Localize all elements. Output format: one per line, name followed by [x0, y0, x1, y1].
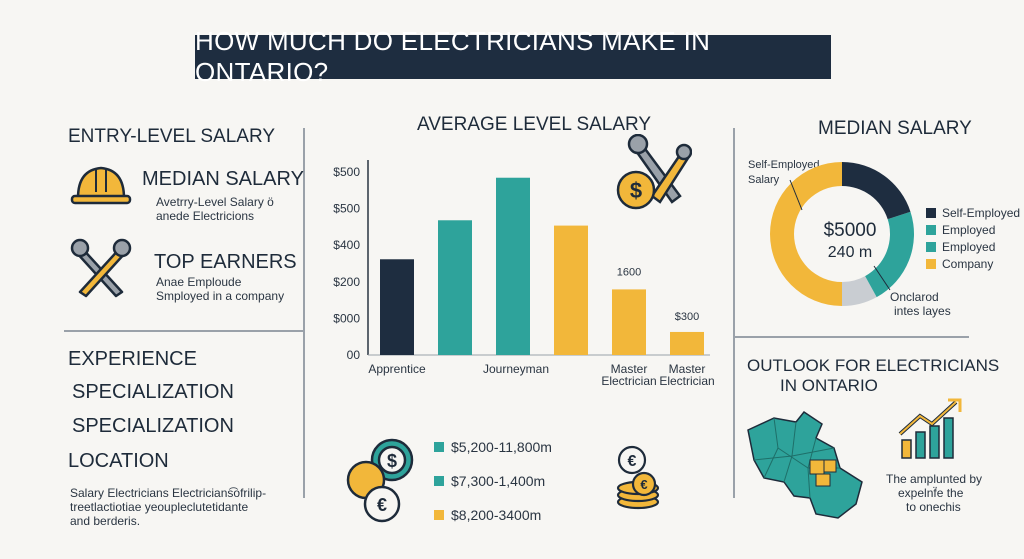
crossed-wrenches-icon	[70, 238, 132, 305]
outlook-caption-line-2: expelnf̈e the	[898, 486, 964, 500]
range-label-3: $8,200-3400m	[451, 507, 542, 523]
y-tick-label: $200	[333, 275, 360, 289]
euro-coin-stack-icon: € €	[612, 444, 668, 515]
median-donut-chart	[770, 162, 914, 306]
svg-text:€: €	[640, 477, 647, 492]
donut-segment-4	[770, 162, 842, 306]
outlook-caption-line-1: The amplunted by	[886, 472, 983, 486]
callout-line	[789, 179, 803, 211]
donut-legend: Self-Employed Employed Employed Company	[926, 206, 1020, 271]
donut-segment-3	[842, 276, 877, 306]
note-line	[873, 265, 891, 291]
bar-2	[438, 220, 472, 355]
dollar-wrench-icon: $	[606, 133, 693, 221]
svg-text:$: $	[387, 451, 397, 471]
range-swatch-3	[434, 510, 444, 520]
salary-range-2: $7,300-1,400m	[434, 470, 552, 492]
salary-range-3: $8,200-3400m	[434, 504, 552, 526]
footnote-line-2: treetlactiotiae yeoupleclutetidante	[70, 500, 249, 514]
donut-legend-3: Employed	[926, 240, 1020, 254]
median-desc-line-1: Avetrry-Level Salary ö	[156, 195, 274, 209]
donut-center: $5000 240 m	[803, 220, 897, 262]
chart-title: AVERAGE LEVEL SALARY	[417, 114, 652, 135]
divider-left-horizontal	[64, 330, 304, 332]
y-tick-label: $500	[333, 202, 360, 216]
salary-range-1: $5,200-11,800m	[434, 436, 552, 458]
growth-chart-icon	[898, 398, 964, 467]
donut-callout: Self-Employed Salary	[748, 159, 820, 186]
top-earners-desc-line-1: Anae Emploude	[156, 275, 242, 289]
x-category-label: Master Electrician	[601, 362, 656, 388]
donut-legend-2: Employed	[926, 223, 1020, 237]
outlook-heading-line-2: IN ONTARIO	[780, 376, 878, 395]
bar-6	[670, 331, 704, 355]
donut-legend-4: Company	[926, 257, 1020, 271]
legend-label-2: Employed	[942, 223, 996, 237]
x-category-label: Journeyman	[483, 362, 549, 376]
donut-center-sub: 240 m	[827, 244, 873, 261]
range-swatch-1	[434, 442, 444, 452]
donut-segment-2	[865, 211, 914, 298]
legend-label-1: Self-Employed	[942, 206, 1021, 220]
svg-text:€: €	[628, 453, 637, 470]
y-tick-label: $400	[333, 238, 360, 252]
legend-label-4: Company	[942, 257, 994, 271]
outlook-heading-line-1: OUTLOOK FOR ELECTRICIANS	[747, 356, 1000, 375]
median-donut-title: MEDIAN SALARY	[818, 118, 972, 139]
page-title: HOW MUCH DO ELECTRICIANS MAKE IN ONTARIO…	[195, 26, 831, 87]
legend-swatch-4	[926, 259, 936, 269]
divider-left	[303, 128, 305, 498]
donut-legend-1: Self-Employed	[926, 206, 1020, 220]
top-earners-heading: TOP EARNERS	[154, 251, 297, 273]
y-tick-label: $000	[333, 311, 360, 325]
range-swatch-2	[434, 476, 444, 486]
svg-text:$: $	[630, 178, 642, 203]
ontario-map-icon	[744, 408, 874, 528]
legend-swatch-3	[926, 242, 936, 252]
factor-specialization-2: SPECIALIZATION	[72, 415, 234, 437]
outlook-caption-line-3: to onechis	[906, 500, 961, 514]
average-salary-chart: $500 $500 $400 $200 $000 00 Apprentice Journeym…	[333, 160, 715, 388]
x-category-label: Master Electrician	[659, 362, 714, 388]
divider-right	[733, 128, 735, 498]
donut-segment-1	[842, 162, 911, 220]
salary-range-legend: $5,200-11,800m $7,300-1,400m $8,200-3400…	[434, 436, 552, 526]
donut-note-line-1: Onclarod	[890, 290, 939, 304]
bar-data-label: $300	[675, 311, 699, 323]
footnote-line-1: Salary Electricians Electricians͡ofrilip…	[70, 486, 267, 500]
legend-swatch-2	[926, 225, 936, 235]
factor-experience: EXPERIENCE	[68, 348, 197, 370]
hard-hat-icon	[70, 162, 132, 213]
legend-label-3: Employed	[942, 240, 996, 254]
bar-4	[554, 225, 588, 355]
range-label-1: $5,200-11,800m	[451, 439, 552, 455]
factor-location: LOCATION	[68, 450, 169, 472]
top-earners-desc-line-2: Smployed in a company	[156, 289, 285, 303]
footnote-line-3: and berderis.	[70, 514, 141, 528]
coin-gear-icon: $ €	[344, 432, 424, 529]
bar-1	[380, 259, 414, 355]
x-category-label: Apprentice	[368, 362, 426, 376]
y-tick-label: 00	[347, 348, 361, 362]
median-salary-heading: MEDIAN SALARY	[142, 168, 304, 190]
donut-center-value: $5000	[823, 220, 877, 241]
bar-3	[496, 177, 530, 355]
median-desc-line-2: anede Electricions	[156, 209, 255, 223]
y-tick-label: $500	[333, 165, 360, 179]
bar-5	[612, 289, 646, 355]
divider-right-horizontal	[733, 336, 969, 338]
svg-text:€: €	[377, 495, 387, 515]
donut-note-line-2: intes layes	[894, 304, 951, 318]
bar-data-label: 1600	[617, 266, 641, 278]
legend-swatch-1	[926, 208, 936, 218]
range-label-2: $7,300-1,400m	[451, 473, 546, 489]
entry-level-heading: ENTRY-LEVEL SALARY	[68, 126, 275, 147]
factor-specialization: SPECIALIZATION	[72, 381, 234, 403]
